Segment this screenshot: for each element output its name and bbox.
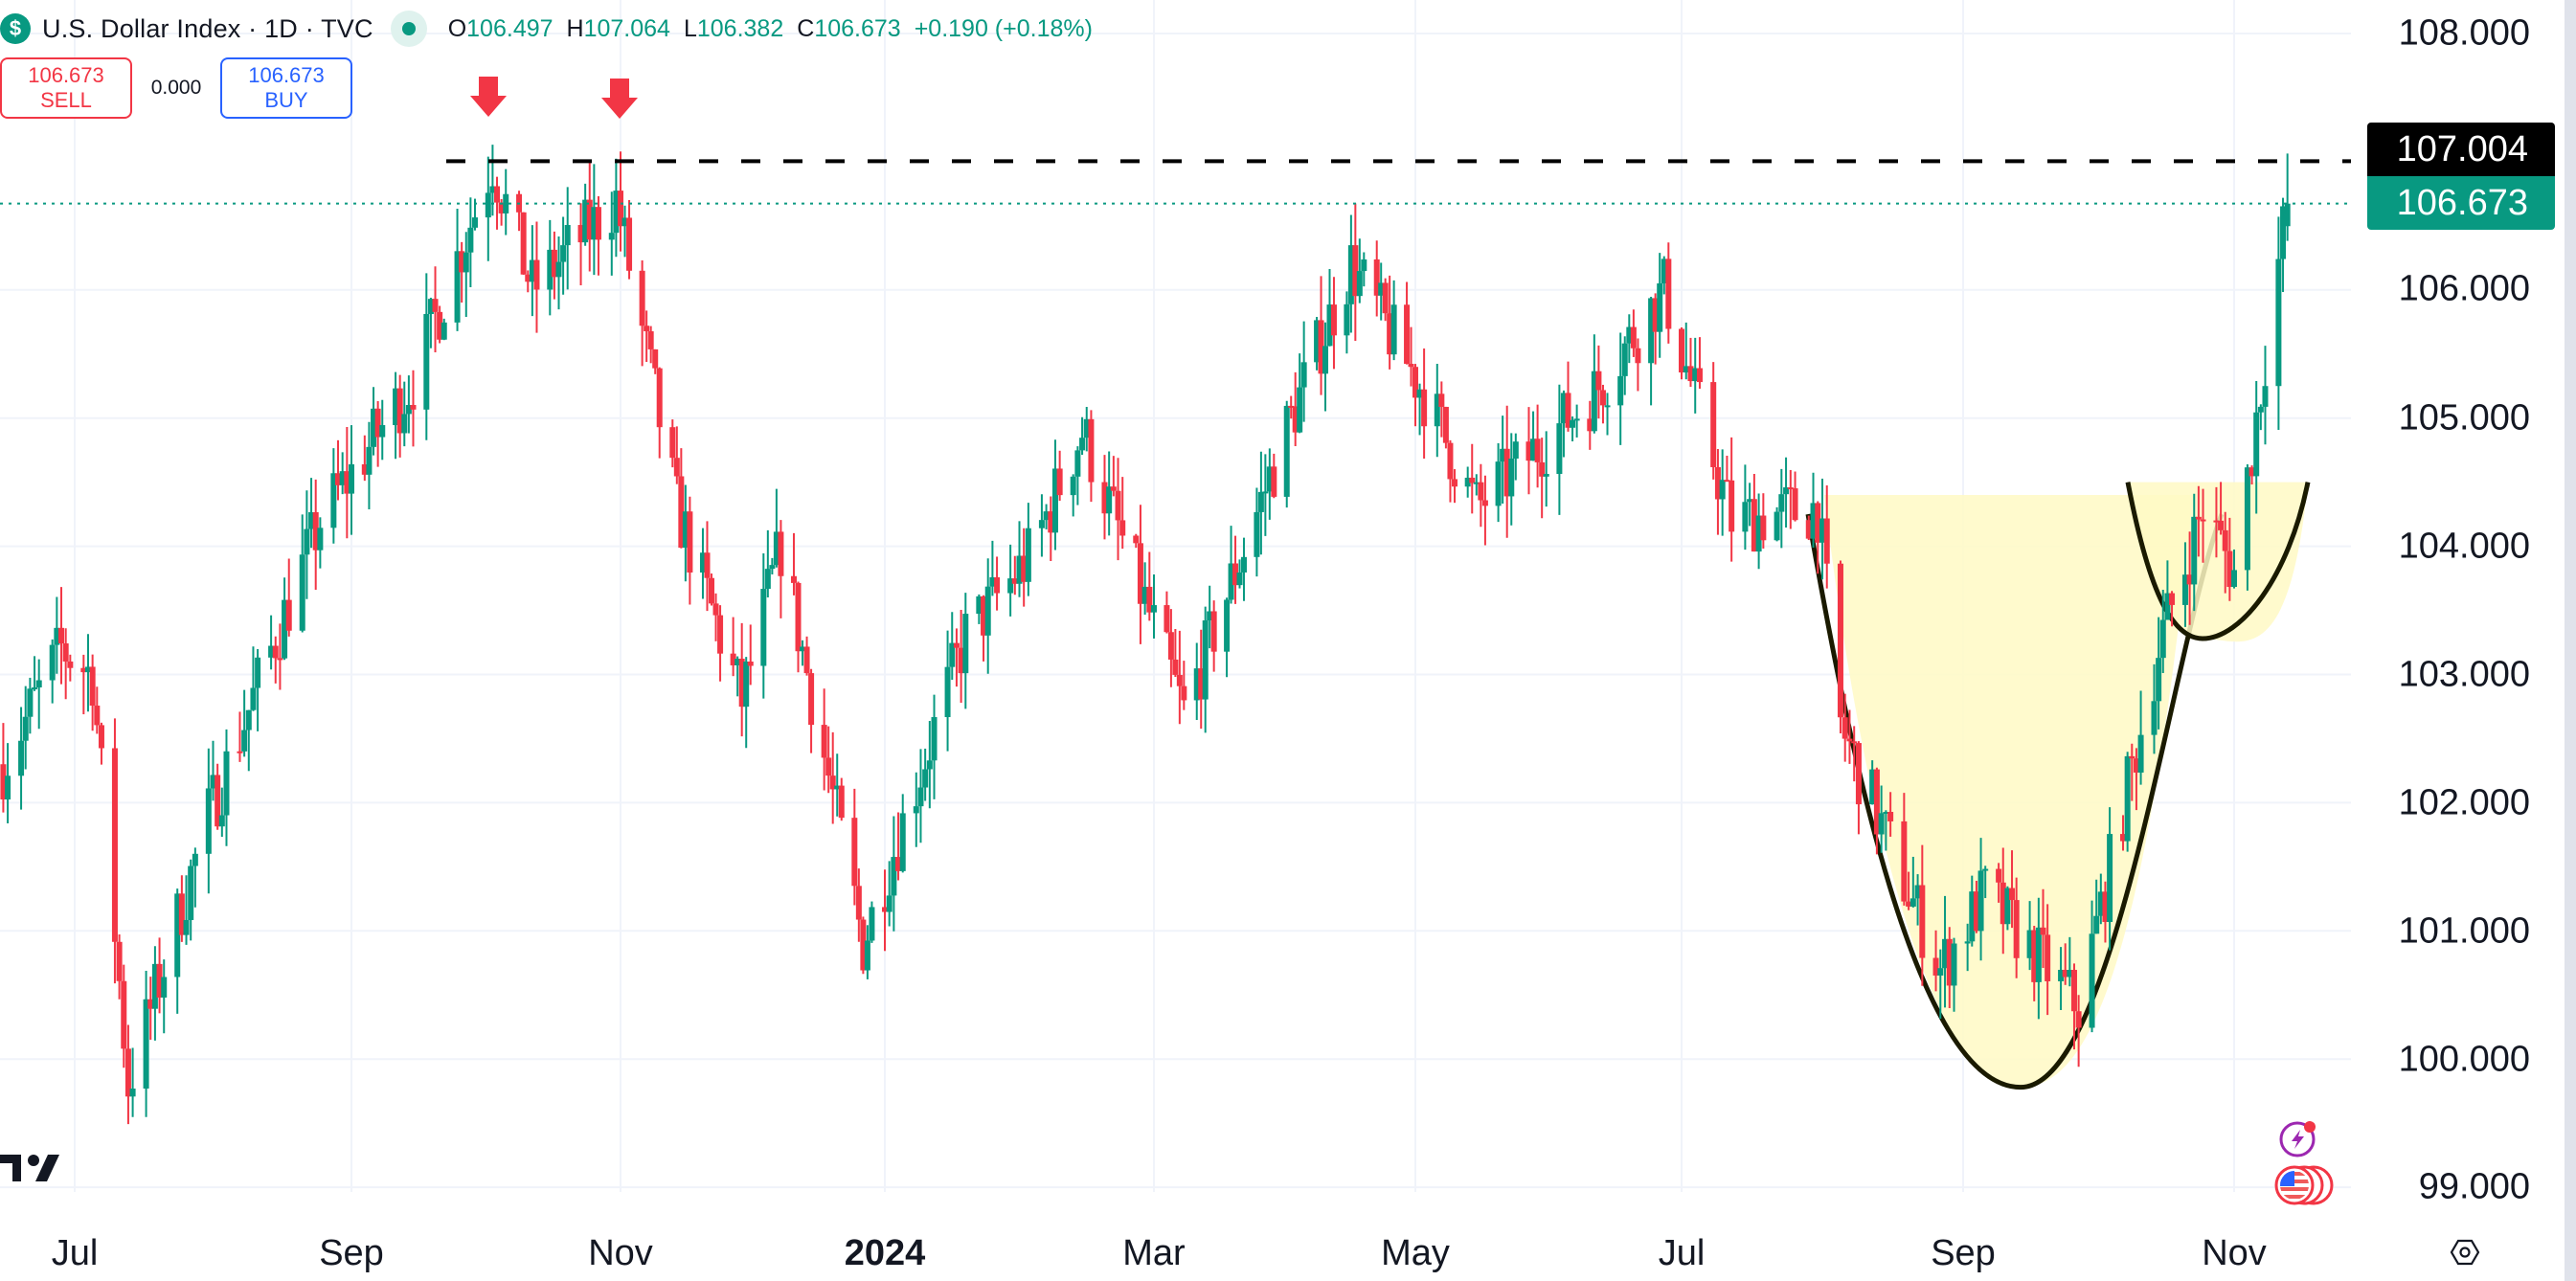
time-axis-label: 2024 — [844, 1233, 926, 1273]
change-value: +0.190 (+0.18%) — [914, 14, 1093, 42]
time-axis-label: Jul — [51, 1233, 99, 1273]
price-axis-label: 102.000 — [2398, 782, 2530, 823]
market-open-dot-icon — [390, 11, 427, 47]
high-label: H — [566, 14, 584, 42]
time-axis-label: Sep — [319, 1233, 384, 1273]
time-axis-label: Mar — [1122, 1233, 1186, 1273]
dollar-sign-icon: $ — [0, 13, 31, 44]
price-axis-label: 99.000 — [2418, 1166, 2530, 1207]
trade-panel: 106.673 SELL 0.000 106.673 BUY — [0, 57, 352, 119]
close-label: C — [797, 14, 815, 42]
low-label: L — [683, 14, 697, 42]
last-price-tag: 106.673 — [2367, 176, 2555, 230]
buy-button[interactable]: 106.673 BUY — [220, 57, 352, 119]
price-axis-label: 103.000 — [2398, 654, 2530, 695]
chart-overlays — [0, 77, 2351, 205]
candlestick-series — [0, 145, 2291, 1125]
price-chart-canvas[interactable] — [0, 0, 2351, 1281]
lightning-event-icon[interactable] — [2278, 1118, 2318, 1158]
sell-label: SELL — [40, 88, 92, 112]
buy-label: BUY — [264, 88, 308, 112]
close-value: 106.673 — [814, 14, 901, 42]
time-axis-label: Nov — [2202, 1233, 2267, 1273]
symbol-title[interactable]: U.S. Dollar Index · 1D · TVC — [42, 13, 373, 43]
price-axis-label: 108.000 — [2398, 12, 2530, 54]
resistance-price-tag: 107.004 — [2367, 123, 2555, 176]
sell-price: 106.673 — [28, 63, 104, 87]
price-axis-label: 100.000 — [2398, 1039, 2530, 1080]
right-scrollbar[interactable] — [2565, 0, 2576, 1281]
us-flag-economic-event-icon[interactable] — [2271, 1164, 2335, 1206]
ohlc-values: O106.497 H107.064 L106.382 C106.673 +0.1… — [448, 15, 1093, 43]
sell-button[interactable]: 106.673 SELL — [0, 57, 132, 119]
open-label: O — [447, 14, 467, 42]
price-axis-label: 106.000 — [2398, 268, 2530, 309]
hexagon-settings-icon[interactable] — [2450, 1237, 2480, 1268]
buy-price: 106.673 — [248, 63, 325, 87]
spread-value: 0.000 — [150, 77, 202, 99]
price-axis[interactable]: 108.000 106.000 105.000 104.000 103.000 … — [2351, 0, 2557, 1281]
time-axis-label: Sep — [1931, 1233, 1996, 1273]
time-axis-label: Jul — [1658, 1233, 1706, 1273]
low-value: 106.382 — [696, 14, 784, 42]
symbol-legend: $ U.S. Dollar Index · 1D · TVC O106.497 … — [0, 8, 1093, 50]
high-value: 107.064 — [583, 14, 670, 42]
price-axis-label: 104.000 — [2398, 526, 2530, 567]
time-axis-label: May — [1381, 1233, 1450, 1273]
tradingview-logo-icon[interactable] — [0, 1153, 61, 1185]
open-value: 106.497 — [466, 14, 554, 42]
time-axis-label: Nov — [588, 1233, 653, 1273]
price-axis-label: 105.000 — [2398, 397, 2530, 438]
price-axis-label: 101.000 — [2398, 910, 2530, 952]
